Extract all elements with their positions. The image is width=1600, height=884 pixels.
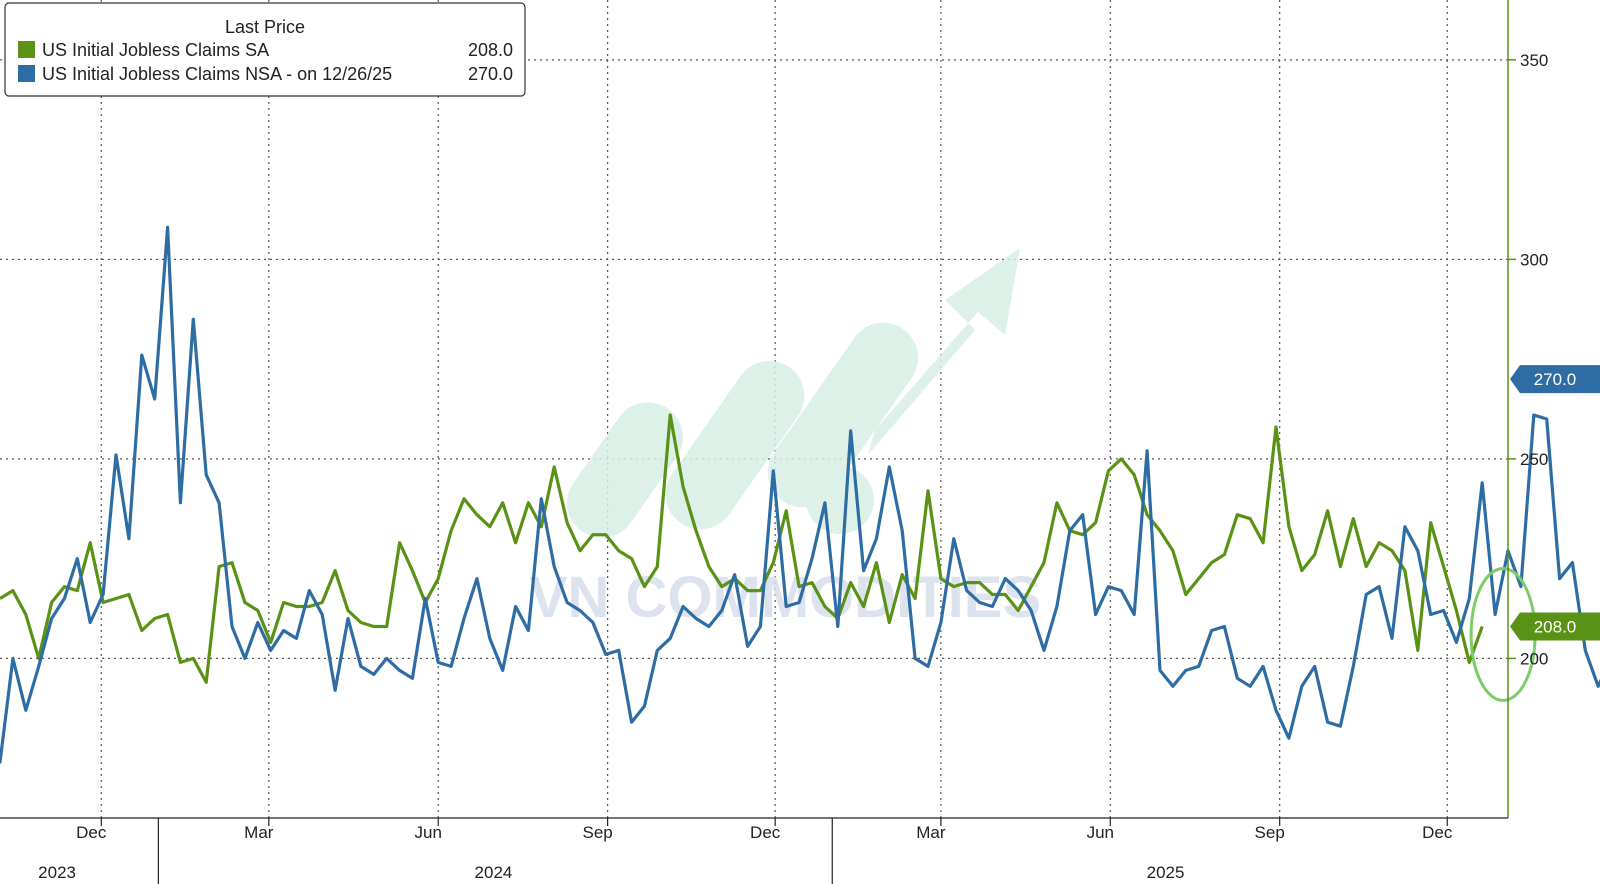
watermark: VN COMMODITIES — [529, 248, 1041, 630]
y-tick-label: 300 — [1520, 250, 1548, 269]
watermark-arrow-shape — [868, 248, 1020, 455]
legend: Last Price US Initial Jobless Claims SA 20… — [4, 2, 526, 97]
legend-box — [4, 2, 526, 97]
year-label: 2023 — [38, 863, 76, 882]
last-value-tag-bg — [1510, 612, 1600, 641]
last-value-tag-label: 208.0 — [1534, 617, 1577, 636]
x-tick-label: Dec — [750, 823, 781, 842]
x-tick-label: Sep — [582, 823, 612, 842]
series-line-sa — [0, 413, 1484, 684]
x-tick-label: Mar — [244, 823, 274, 842]
year-label: 2024 — [475, 863, 513, 882]
watermark-logo — [567, 248, 1020, 538]
axes: 200 250 300 350 Dec Mar Jun Sep Dec Mar Jun Sep Dec 2… — [0, 0, 1548, 884]
series-line-nsa — [0, 225, 1600, 764]
legend-label: US Initial Jobless Claims SA — [42, 40, 269, 60]
y-tick-label: 250 — [1520, 450, 1548, 469]
last-value-tag-label: 270.0 — [1534, 370, 1577, 389]
x-tick-label: Dec — [1422, 823, 1453, 842]
watermark-logo-pill — [767, 322, 919, 508]
legend-label: US Initial Jobless Claims NSA - on 12/26… — [42, 64, 392, 84]
last-value-tag: 208.0 — [1510, 612, 1600, 641]
y-tick-label: 200 — [1520, 649, 1548, 668]
last-value-tags: 270.0 208.0 — [1510, 365, 1600, 641]
x-tick-label: Mar — [916, 823, 946, 842]
watermark-logo-pill — [567, 402, 683, 538]
x-tick-label: Jun — [1087, 823, 1114, 842]
x-tick-label: Jun — [415, 823, 442, 842]
last-value-tag-bg — [1510, 365, 1600, 394]
last-value-tag: 270.0 — [1510, 365, 1600, 394]
legend-header: Last Price — [225, 17, 305, 37]
legend-value: 270.0 — [468, 64, 513, 84]
watermark-logo-dot — [806, 466, 874, 534]
x-tick-label: Dec — [76, 823, 107, 842]
legend-swatch — [18, 65, 35, 82]
legend-swatch — [18, 41, 35, 58]
year-label: 2025 — [1147, 863, 1185, 882]
legend-value: 208.0 — [468, 40, 513, 60]
x-tick-label: Sep — [1255, 823, 1285, 842]
watermark-logo-pill — [665, 360, 805, 530]
y-tick-label: 350 — [1520, 51, 1548, 70]
